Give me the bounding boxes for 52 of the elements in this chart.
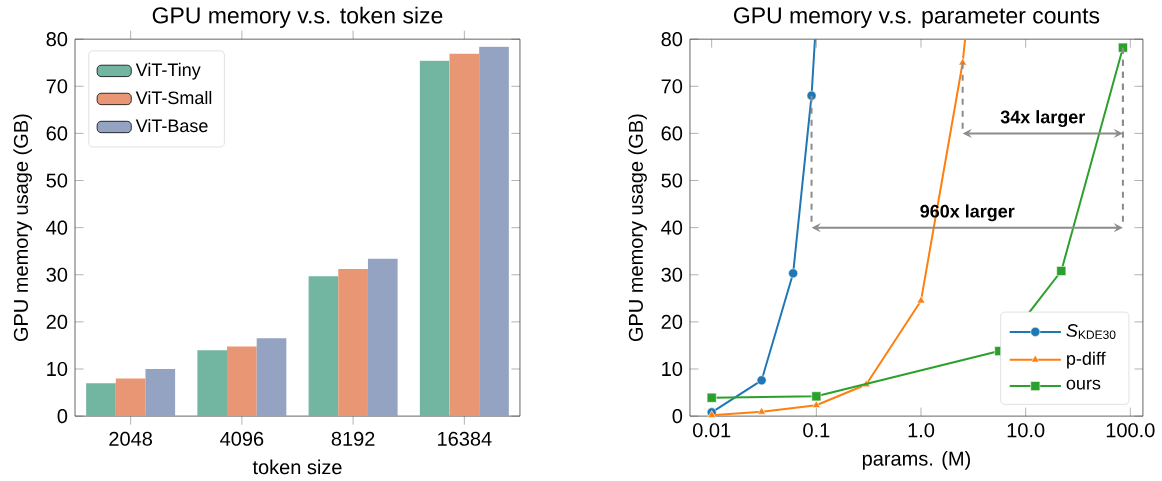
y-tick-label: 20 [661, 314, 683, 329]
x-tick-label: 100.0 [1106, 423, 1155, 438]
x-axis-title: token size [252, 459, 342, 475]
y-tick-label: 70 [46, 79, 68, 94]
bar [145, 369, 176, 417]
y-tick-label: 80 [46, 32, 68, 47]
y-tick-label: 60 [46, 126, 68, 141]
x-tick-label: 1.0 [908, 423, 935, 438]
y-tick-label: 60 [661, 126, 683, 141]
legend-label: ViT-Tiny [135, 62, 201, 80]
y-tick-label: 0 [672, 409, 683, 424]
chart-title: GPU memory v.s. parameter counts [733, 7, 1100, 29]
y-tick-label: 30 [46, 267, 68, 282]
bar [338, 269, 368, 417]
y-tick-label: 40 [661, 220, 683, 235]
bar [115, 378, 146, 417]
bar [197, 350, 228, 417]
legend-label: ViT-Base [135, 118, 208, 133]
y-axis-title: GPU memory usage (GB) [628, 114, 647, 342]
bar [419, 60, 450, 417]
legend-label: ours [1066, 379, 1101, 390]
x-tick-label: 2048 [109, 431, 152, 446]
y-axis-title: GPU memory usage (GB) [13, 114, 32, 342]
x-tick-label: 0.1 [803, 423, 830, 438]
annotation: 34x larger [1000, 110, 1086, 128]
y-tick-label: 80 [661, 32, 683, 47]
y-tick-label: 10 [662, 361, 683, 377]
bar [227, 346, 257, 417]
y-tick-label: 0 [57, 409, 68, 424]
y-tick-label: 30 [661, 267, 683, 282]
y-tick-label: 40 [46, 220, 68, 235]
chart-title: GPU memory v.s. token size [152, 6, 443, 29]
x-tick-label: 10.0 [1007, 423, 1045, 438]
x-axis-title: params. (M) [862, 451, 970, 470]
y-tick-label: 70 [661, 79, 683, 94]
legend-label: p-diff [1067, 351, 1106, 369]
bar [256, 338, 287, 417]
x-tick-label: 8192 [331, 431, 375, 446]
x-tick-label: 0.01 [693, 423, 731, 438]
bar [479, 46, 509, 417]
bar [449, 53, 480, 417]
y-tick-label: 20 [46, 314, 68, 329]
y-tick-label: 50 [46, 173, 68, 188]
y-tick-label: 10 [47, 361, 68, 377]
legend-label: ViT-Small [135, 90, 212, 105]
y-tick-label: 50 [661, 173, 683, 188]
bar [86, 383, 116, 417]
bar [367, 258, 398, 417]
x-tick-label: 4096 [220, 431, 264, 446]
legend-label: S$_{KDE30}$ [1066, 324, 1116, 339]
x-tick-label: 16384 [438, 431, 492, 446]
bar [308, 276, 339, 417]
